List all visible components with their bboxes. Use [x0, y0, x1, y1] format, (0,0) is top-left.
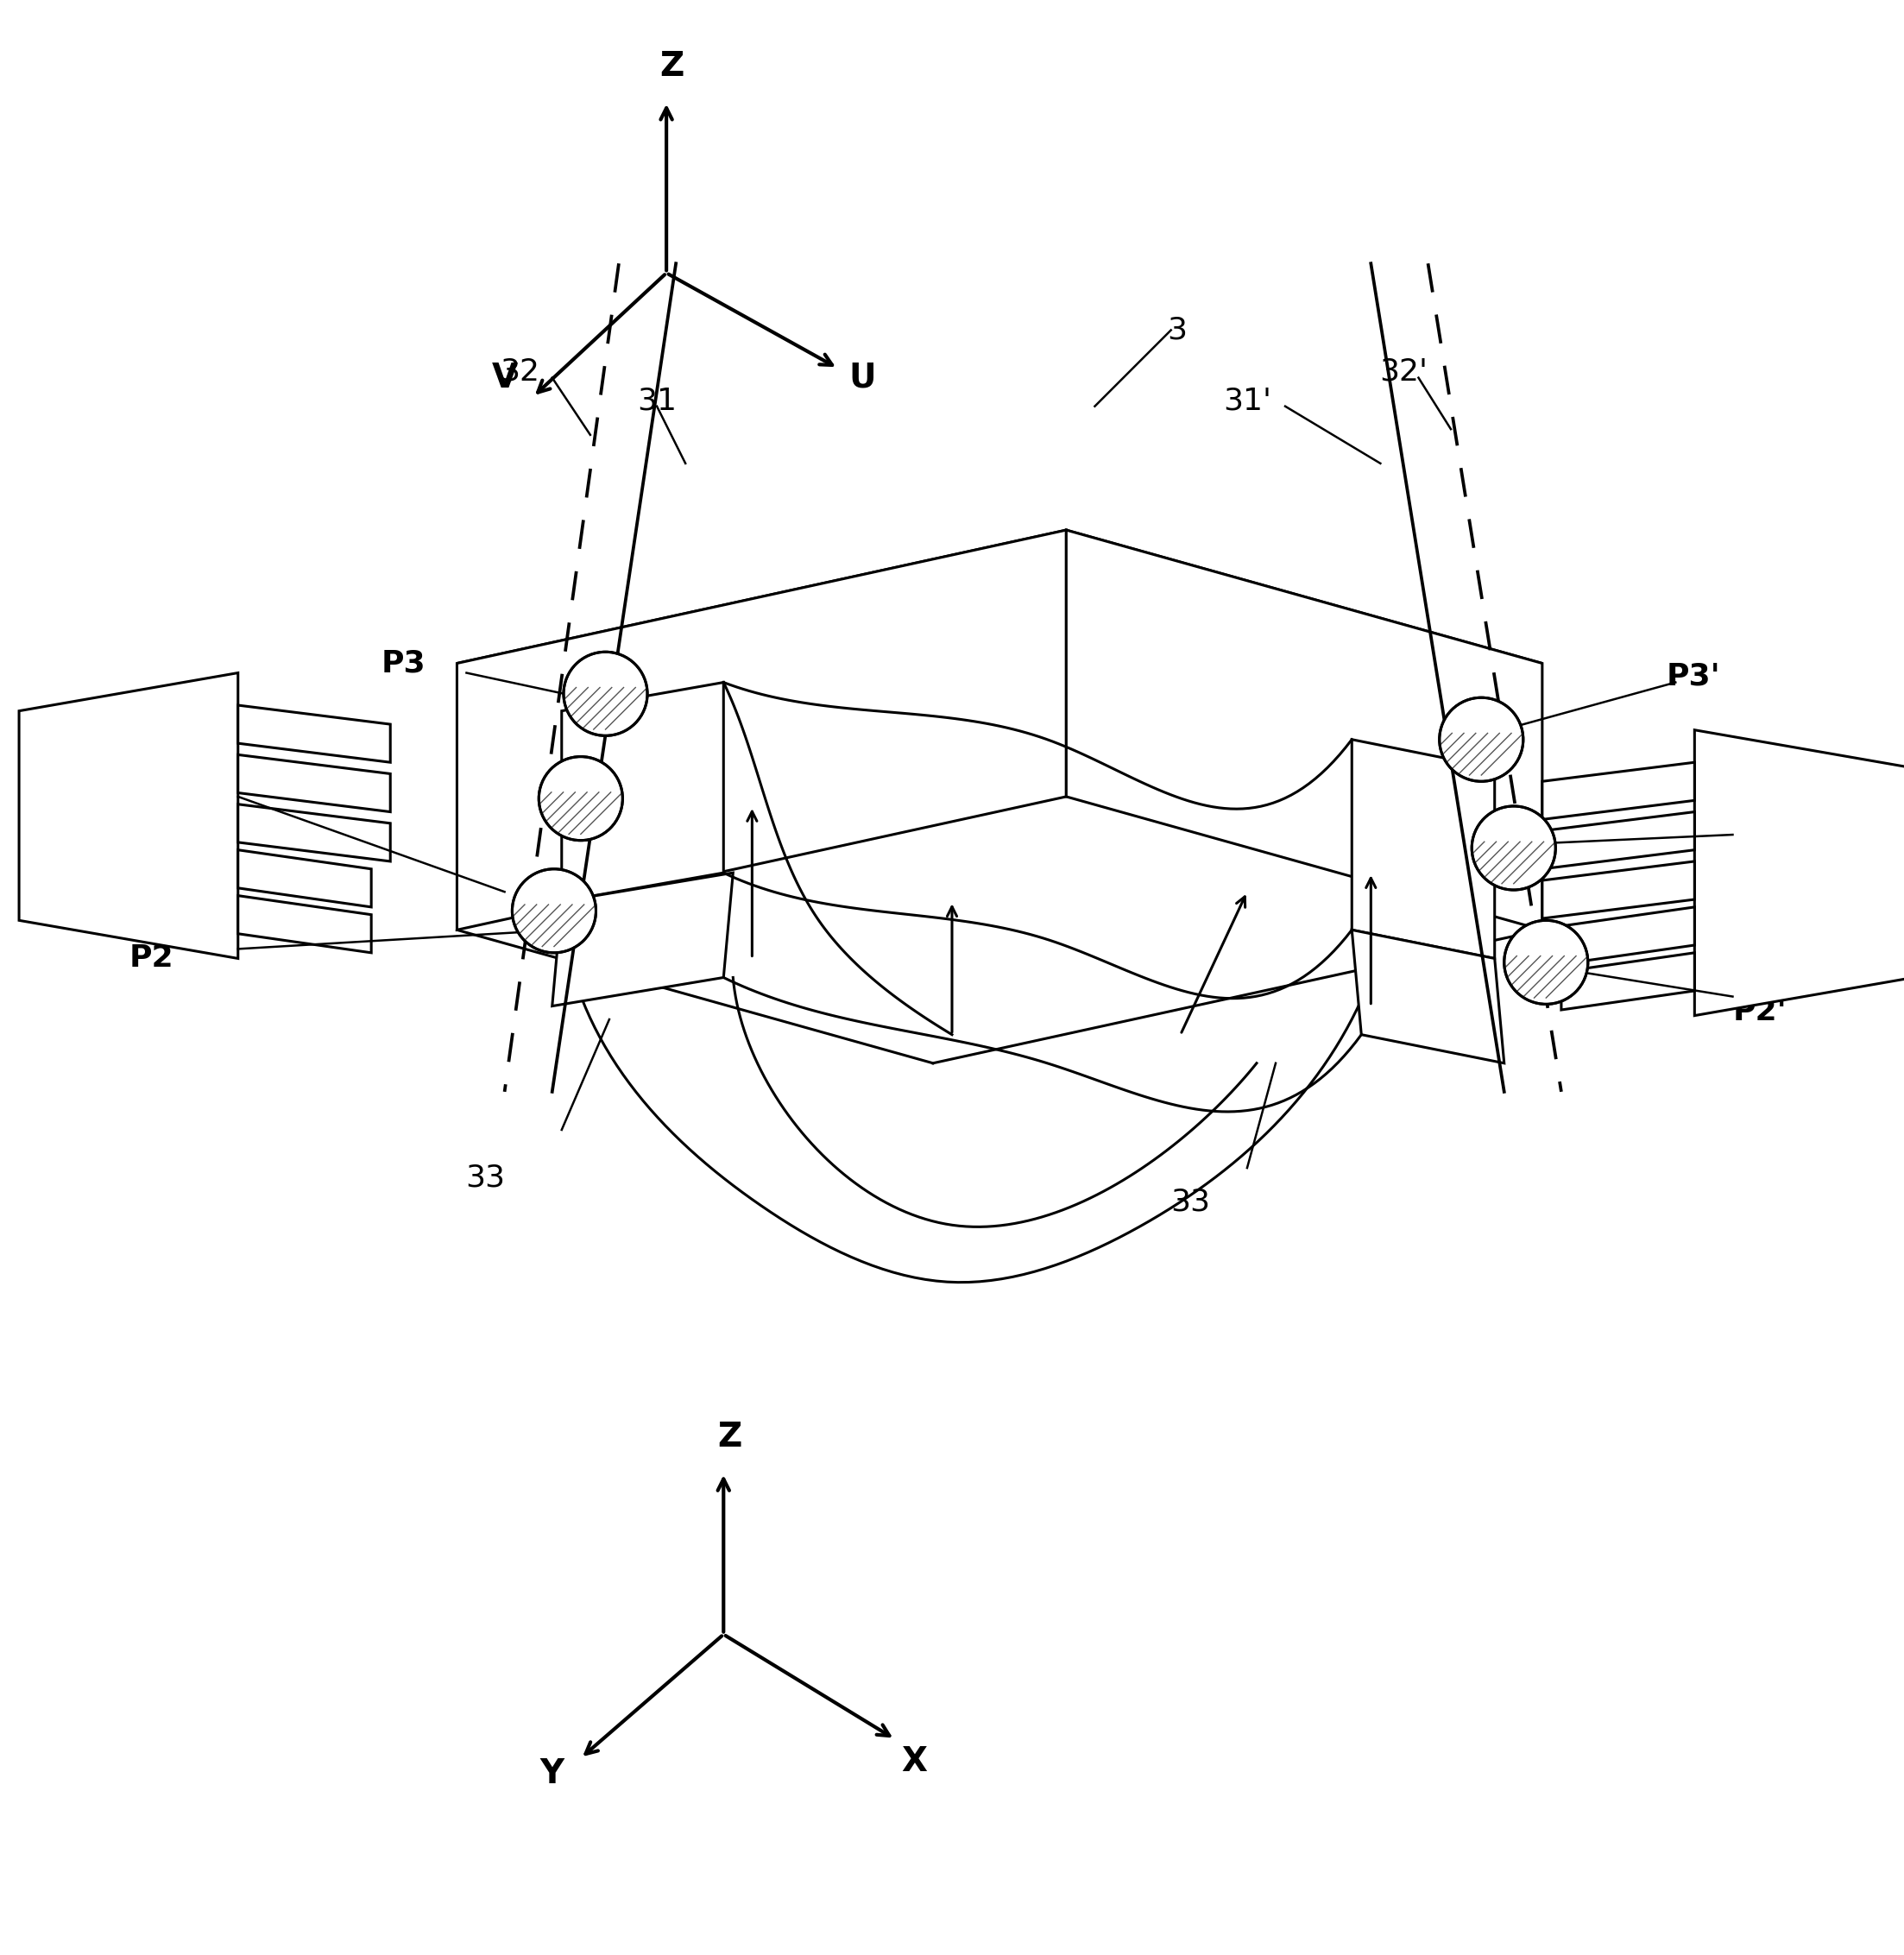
Text: 3: 3 [1167, 315, 1186, 344]
Polygon shape [1542, 762, 1695, 819]
Polygon shape [457, 530, 1066, 931]
Polygon shape [1352, 739, 1495, 958]
Text: P1: P1 [129, 772, 173, 802]
Polygon shape [1561, 907, 1695, 964]
Polygon shape [238, 804, 390, 862]
Text: X: X [901, 1746, 927, 1779]
Text: 32: 32 [501, 358, 539, 387]
Text: U: U [849, 362, 876, 395]
Circle shape [1504, 921, 1588, 1005]
Polygon shape [1352, 931, 1504, 1064]
Polygon shape [238, 706, 390, 762]
Polygon shape [562, 682, 724, 901]
Polygon shape [238, 895, 371, 952]
Text: P3': P3' [1666, 663, 1719, 692]
Circle shape [1472, 805, 1556, 890]
Text: 31': 31' [1222, 385, 1272, 414]
Text: Z: Z [661, 49, 684, 82]
Polygon shape [457, 530, 1542, 796]
Text: P2': P2' [1733, 997, 1786, 1026]
Text: Z: Z [718, 1421, 741, 1453]
Polygon shape [1542, 862, 1695, 919]
Polygon shape [1695, 729, 1904, 1015]
Circle shape [564, 651, 647, 735]
Text: 33: 33 [1171, 1187, 1209, 1216]
Text: V: V [491, 362, 518, 395]
Circle shape [539, 757, 623, 841]
Text: P2: P2 [129, 944, 173, 974]
Polygon shape [19, 673, 238, 958]
Polygon shape [1066, 530, 1542, 931]
Circle shape [1439, 698, 1523, 782]
Polygon shape [238, 755, 390, 811]
Polygon shape [1542, 811, 1695, 868]
Text: P1': P1' [1733, 829, 1786, 858]
Text: P3: P3 [381, 649, 425, 678]
Text: 32': 32' [1378, 358, 1428, 387]
Polygon shape [552, 872, 733, 1007]
Text: 33: 33 [466, 1163, 505, 1193]
Text: Y: Y [541, 1758, 564, 1791]
Polygon shape [238, 850, 371, 907]
Circle shape [512, 868, 596, 952]
Polygon shape [1561, 952, 1695, 1011]
Text: 31: 31 [638, 385, 676, 414]
